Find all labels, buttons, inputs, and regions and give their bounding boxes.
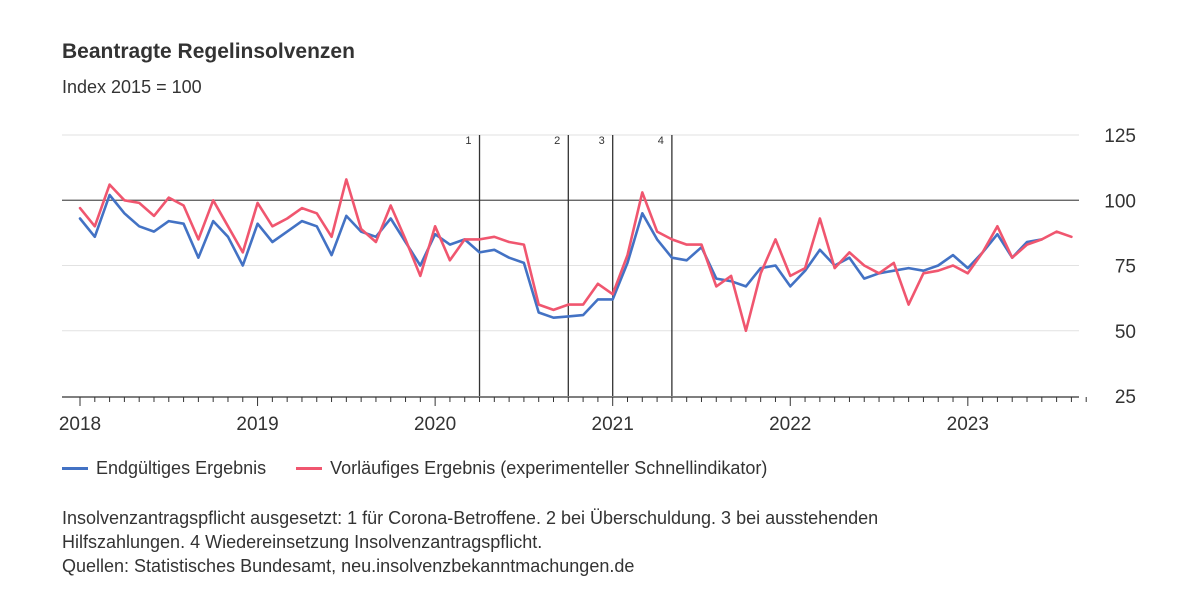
chart-notes: Insolvenzantragspflicht ausgesetzt: 1 fü… bbox=[62, 506, 1142, 578]
legend-swatch-final bbox=[62, 467, 88, 470]
legend-swatch-preliminary bbox=[296, 467, 323, 470]
y-tick-label-50: 50 bbox=[1115, 322, 1136, 343]
x-tick-label-2022: 2022 bbox=[769, 414, 811, 435]
legend-item-preliminary: Vorläufiges Ergebnis (experimenteller Sc… bbox=[296, 458, 767, 479]
event-label-1: 1 bbox=[465, 135, 471, 147]
x-tick-label-2019: 2019 bbox=[236, 414, 278, 435]
x-tick-label-2021: 2021 bbox=[592, 414, 634, 435]
event-label-4: 4 bbox=[658, 135, 664, 147]
note-line-3: Quellen: Statistisches Bundesamt, neu.in… bbox=[62, 556, 635, 576]
chart-title: Beantragte Regelinsolvenzen bbox=[62, 40, 355, 63]
event-label-3: 3 bbox=[599, 135, 605, 147]
y-tick-label-75: 75 bbox=[1115, 257, 1136, 278]
y-tick-label-25: 25 bbox=[1115, 387, 1136, 408]
legend-label-final: Endgültiges Ergebnis bbox=[96, 458, 267, 478]
note-line-1: Insolvenzantragspflicht ausgesetzt: 1 fü… bbox=[62, 508, 879, 528]
y-tick-label-125: 125 bbox=[1104, 126, 1136, 147]
note-line-2: Hilfszahlungen. 4 Wiedereinsetzung Insol… bbox=[62, 532, 543, 552]
chart-subtitle: Index 2015 = 100 bbox=[62, 77, 202, 97]
legend-item-final: Endgültiges Ergebnis bbox=[62, 458, 266, 479]
x-tick-label-2023: 2023 bbox=[947, 414, 989, 435]
event-label-2: 2 bbox=[554, 135, 560, 147]
y-tick-label-100: 100 bbox=[1104, 191, 1136, 212]
x-tick-label-2020: 2020 bbox=[414, 414, 456, 435]
final-series-line bbox=[78, 193, 1044, 320]
x-tick-label-2018: 2018 bbox=[59, 414, 101, 435]
preliminary-series-line bbox=[78, 178, 1073, 333]
legend-label-preliminary: Vorläufiges Ergebnis (experimenteller Sc… bbox=[330, 458, 768, 478]
chart-legend: Endgültiges Ergebnis Vorläufiges Ergebni… bbox=[62, 458, 797, 479]
